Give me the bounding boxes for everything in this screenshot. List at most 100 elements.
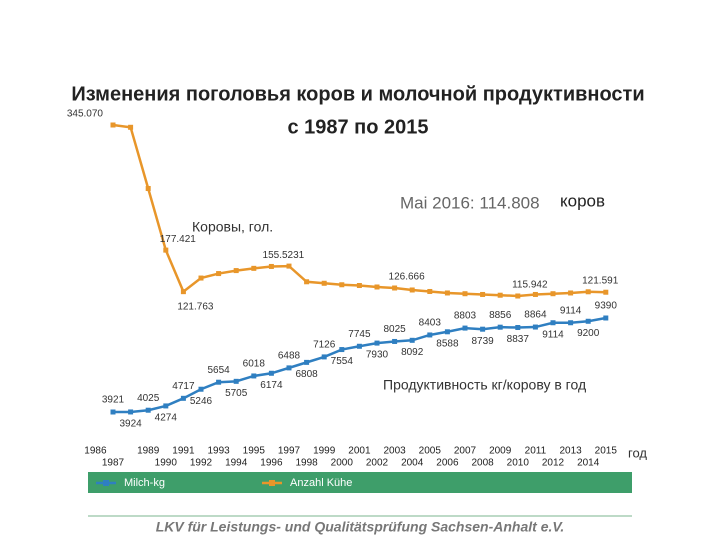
point (128, 124, 134, 130)
point (462, 325, 468, 331)
point (462, 291, 468, 297)
legend-bar (88, 472, 632, 493)
legend-label: Anzahl Kühe (290, 477, 352, 489)
point (532, 291, 538, 297)
point (339, 347, 345, 353)
data-label: 8403 (419, 318, 442, 329)
x-tick-label: 2013 (559, 446, 582, 457)
annotation: Mai 2016: 114.808 (400, 193, 540, 212)
point (128, 409, 134, 415)
data-label: 4274 (155, 413, 178, 424)
data-label: 8739 (471, 336, 494, 347)
x-tick-label: 2002 (366, 458, 389, 469)
legend-marker (103, 480, 109, 486)
data-label: 121.763 (177, 301, 214, 312)
point (339, 282, 345, 288)
point (251, 265, 257, 271)
data-label: 3924 (119, 419, 142, 430)
x-tick-label: 1998 (295, 458, 318, 469)
point (427, 332, 433, 338)
point (409, 337, 415, 343)
data-label: 345.070 (67, 109, 104, 120)
point (233, 268, 239, 274)
legend-label: Milch-kg (124, 477, 165, 489)
x-tick-label: 1989 (137, 446, 160, 457)
point (568, 290, 574, 296)
x-tick-label: 2007 (454, 446, 477, 457)
data-label: 9114 (542, 329, 564, 340)
x-tick-label: 2005 (419, 446, 442, 457)
point (585, 289, 591, 295)
data-label: 9114 (560, 305, 582, 316)
data-label: 8092 (401, 347, 424, 358)
data-label: 3921 (102, 395, 125, 406)
point (515, 293, 521, 299)
annotation: коров (560, 191, 605, 210)
point (603, 289, 609, 295)
point (163, 403, 169, 409)
x-tick-label: 1986 (84, 446, 107, 457)
point (374, 284, 380, 290)
data-label: 8856 (489, 310, 512, 321)
x-tick-label: 2000 (331, 458, 354, 469)
point (356, 343, 362, 349)
data-label: 4717 (172, 381, 195, 392)
data-label: 115.942 (512, 280, 548, 291)
point (145, 185, 151, 191)
point (356, 283, 362, 289)
point (286, 365, 292, 371)
x-tick-label: 2012 (542, 458, 565, 469)
data-label: 8803 (454, 311, 477, 322)
x-tick-label: 1993 (207, 446, 230, 457)
point (392, 338, 398, 344)
point (286, 263, 292, 269)
x-tick-label: 2004 (401, 458, 424, 469)
data-label: 8864 (524, 310, 547, 321)
x-tick-label: 1997 (278, 446, 301, 457)
point (163, 247, 169, 253)
x-tick-label: 2006 (436, 458, 459, 469)
point (427, 288, 433, 294)
data-label: 6018 (243, 359, 266, 370)
x-tick-label: 2009 (489, 446, 512, 457)
point (409, 287, 415, 293)
point (497, 292, 503, 298)
point (515, 325, 521, 331)
data-label: 5654 (207, 365, 230, 376)
point (251, 373, 257, 379)
point (268, 263, 274, 269)
data-label: 4025 (137, 393, 160, 404)
point (392, 285, 398, 291)
point (180, 289, 186, 295)
data-label: 9200 (577, 328, 600, 339)
annotation: Коровы, гол. (192, 219, 273, 235)
point (216, 271, 222, 277)
point (145, 407, 151, 413)
data-label: 121.591 (582, 275, 619, 286)
point (321, 280, 327, 286)
annotation: год (628, 445, 647, 460)
x-tick-label: 2014 (577, 458, 600, 469)
point (480, 291, 486, 297)
point (444, 329, 450, 335)
point (180, 395, 186, 401)
point (110, 409, 116, 415)
point (444, 290, 450, 296)
data-label: 177.421 (160, 234, 197, 245)
x-tick-label: 2010 (507, 458, 530, 469)
point (603, 315, 609, 321)
data-label: 7930 (366, 350, 389, 361)
point (550, 291, 556, 297)
point (550, 320, 556, 326)
point (374, 340, 380, 346)
x-tick-label: 2001 (348, 446, 371, 457)
x-tick-label: 1992 (190, 458, 213, 469)
x-tick-label: 2011 (525, 446, 547, 457)
data-label: 6808 (295, 369, 318, 380)
point (233, 378, 239, 384)
point (268, 370, 274, 376)
x-tick-label: 1995 (243, 446, 266, 457)
data-label: 6174 (260, 380, 283, 391)
data-label: 9390 (595, 301, 618, 312)
